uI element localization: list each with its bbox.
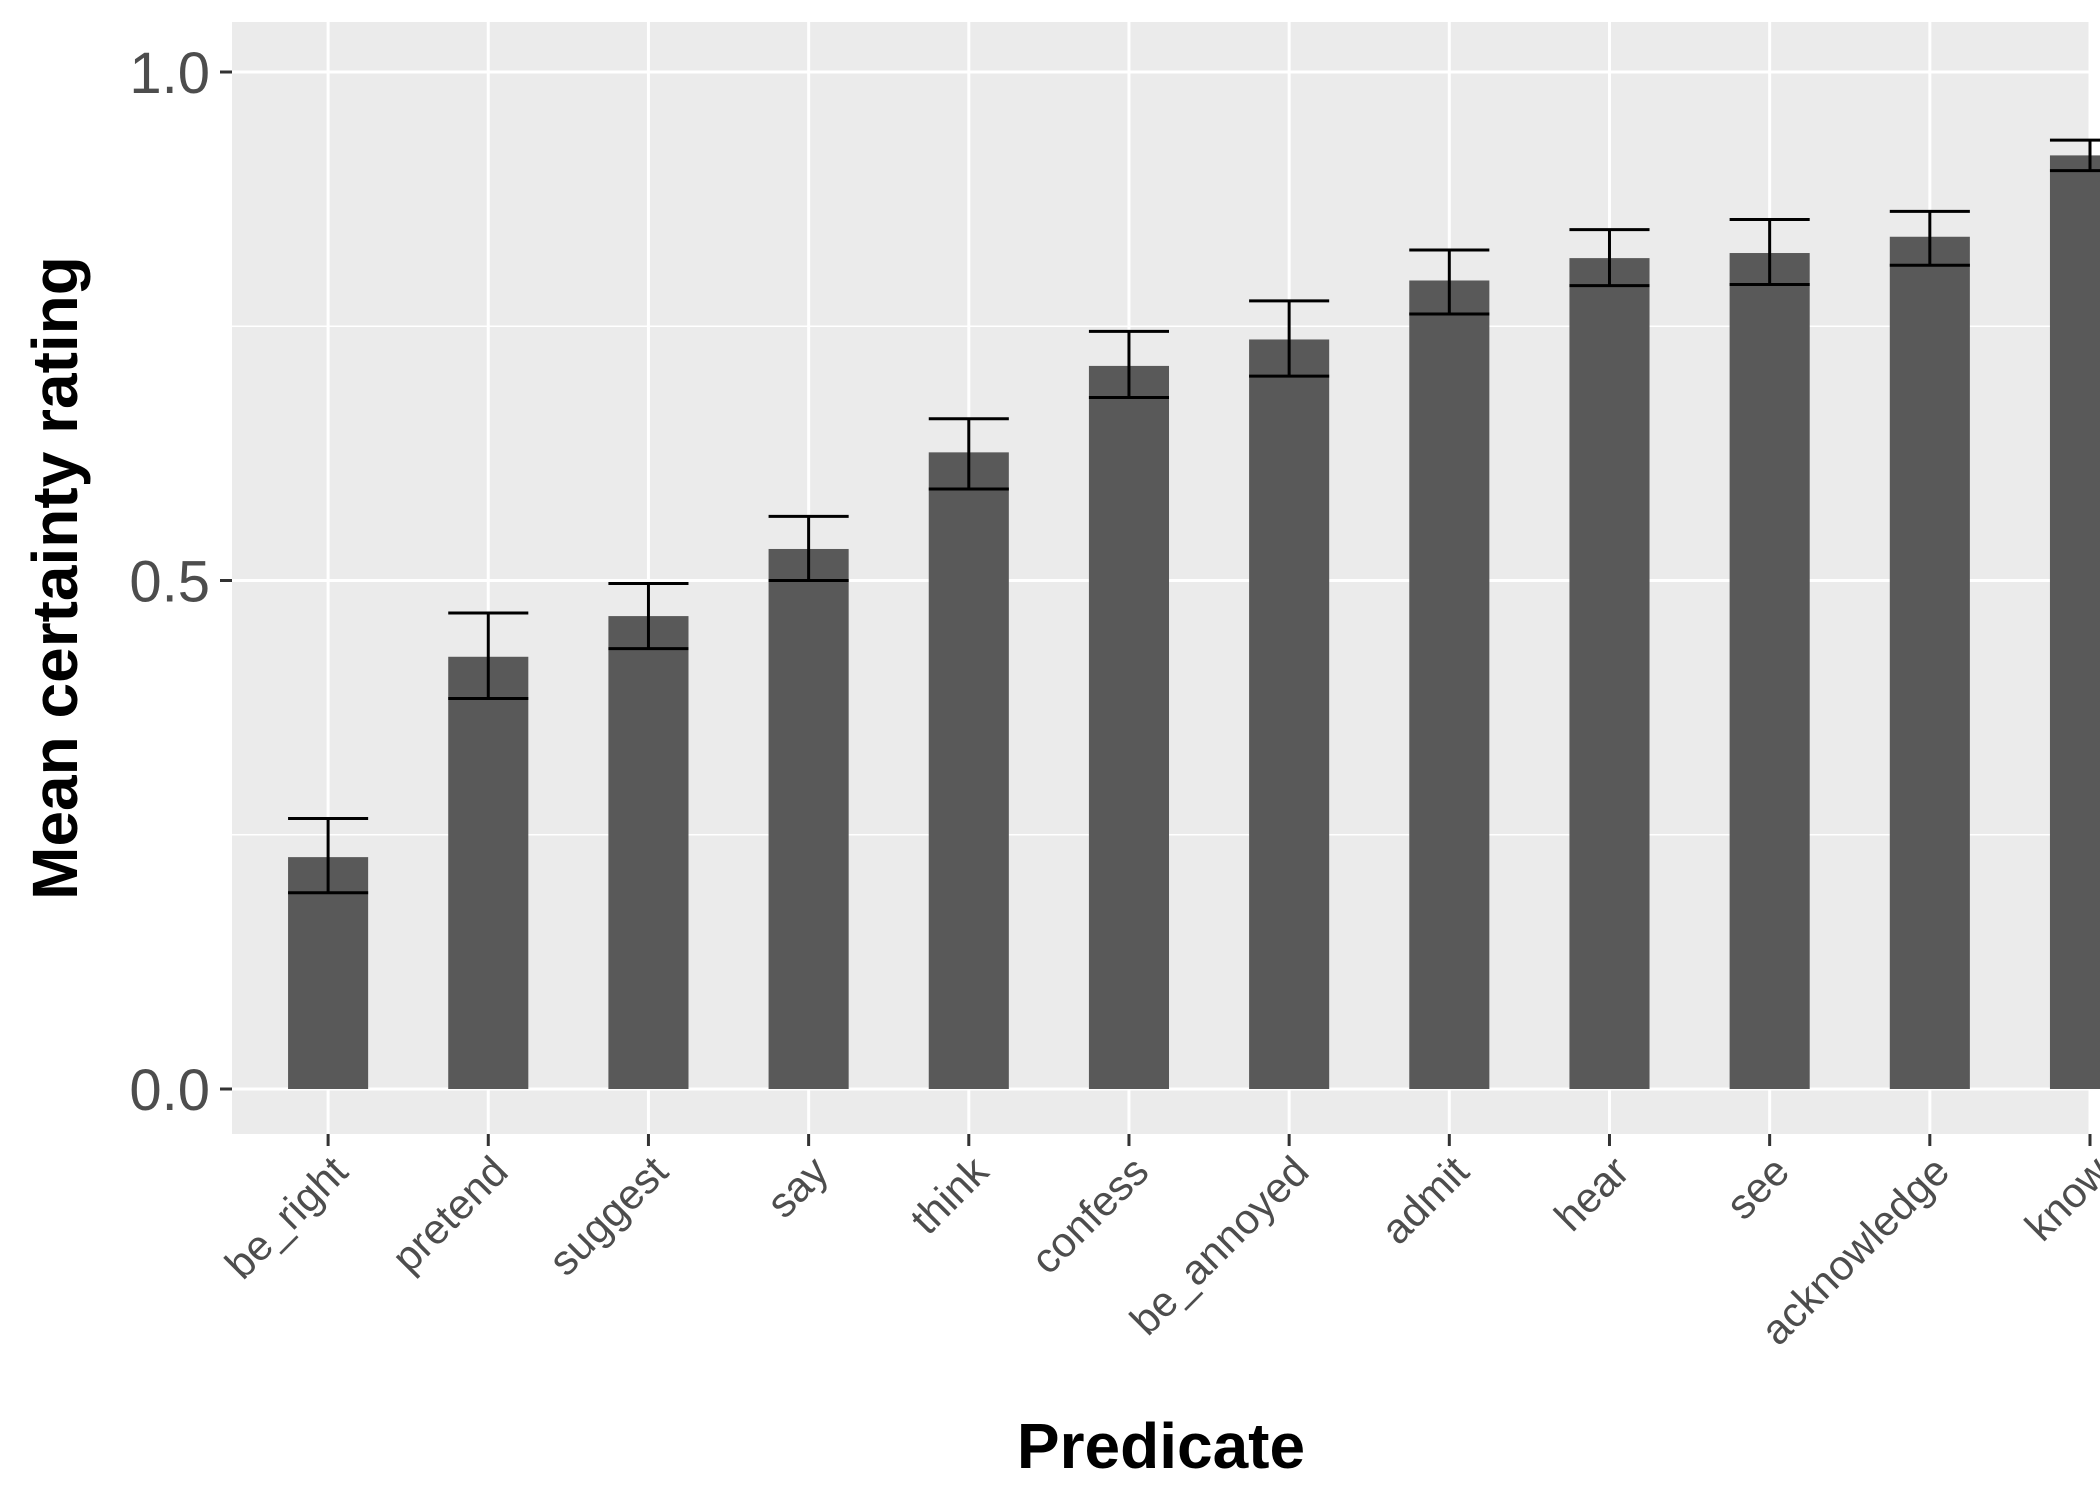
bar-confess xyxy=(1089,366,1169,1089)
bar-acknowledge xyxy=(1890,237,1970,1089)
bar-pretend xyxy=(448,657,528,1089)
x-tick-label-think: think xyxy=(901,1146,998,1243)
x-tick-label-be_right: be_right xyxy=(216,1147,357,1288)
bar-be_annoyed xyxy=(1249,339,1329,1089)
bar-hear xyxy=(1569,258,1649,1089)
x-tick-label-confess: confess xyxy=(1022,1147,1158,1283)
y-axis-ticks: 0.0 0.5 1.0 xyxy=(129,41,232,1123)
bar-think xyxy=(929,452,1009,1089)
bar-see xyxy=(1730,253,1810,1089)
y-tick-label: 0.5 xyxy=(129,550,210,615)
x-tick-label-suggest: suggest xyxy=(540,1147,677,1284)
bar-suggest xyxy=(608,616,688,1089)
x-tick-label-see: see xyxy=(1717,1147,1798,1228)
x-tick-label-pretend: pretend xyxy=(383,1147,517,1281)
x-tick-label-admit: admit xyxy=(1372,1147,1478,1253)
y-tick-label: 0.0 xyxy=(129,1058,210,1123)
bar-say xyxy=(769,549,849,1089)
bar-know xyxy=(2050,155,2100,1089)
x-axis-ticks: be_right pretend suggest say think confessbe_… xyxy=(216,1134,2100,1354)
y-tick-label: 1.0 xyxy=(129,41,210,106)
x-tick-label-know: know xyxy=(2016,1147,2100,1250)
x-tick-label-hear: hear xyxy=(1545,1147,1638,1240)
bar-admit xyxy=(1409,280,1489,1089)
x-tick-label-say: say xyxy=(758,1147,837,1226)
y-axis-title: Mean certainty rating xyxy=(19,256,91,900)
x-axis-title: Predicate xyxy=(1017,1410,1305,1482)
